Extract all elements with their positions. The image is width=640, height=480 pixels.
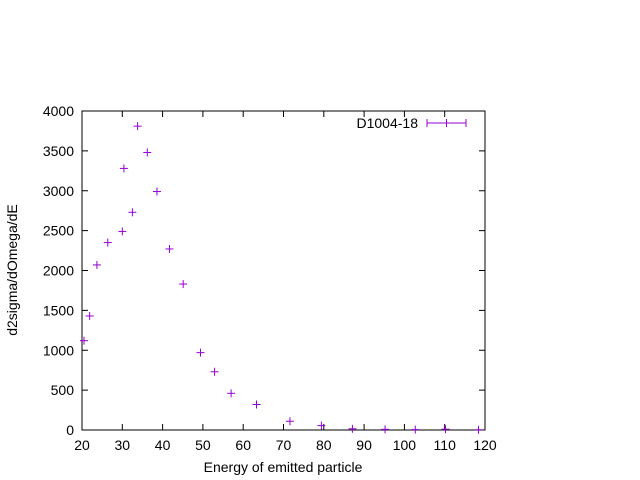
data-point — [179, 280, 188, 289]
x-tick-label: 30 — [115, 437, 131, 453]
y-axis: 0 500 1000 1500 2000 2500 3000 3500 4000 — [43, 103, 485, 438]
x-tick-label: 80 — [316, 437, 332, 453]
data-point — [119, 164, 128, 173]
data-point — [210, 367, 219, 376]
data-point — [118, 227, 127, 236]
data-point — [252, 400, 261, 409]
data-point — [152, 187, 161, 196]
data-point — [348, 424, 357, 433]
data-point — [285, 417, 294, 426]
data-point — [227, 389, 236, 398]
data-point — [165, 244, 174, 253]
data-point — [143, 148, 152, 157]
data-point — [133, 122, 142, 131]
data-point — [103, 238, 112, 247]
data-point — [85, 311, 94, 320]
data-point — [80, 336, 89, 345]
y-tick-label: 1000 — [43, 342, 74, 358]
x-tick-label: 110 — [434, 437, 457, 453]
legend: D1004-18 — [357, 115, 467, 131]
x-tick-label: 40 — [155, 437, 171, 453]
x-tick-label: 70 — [276, 437, 292, 453]
x-axis: 20 30 40 50 60 70 80 90 100 110 120 — [74, 111, 497, 453]
y-tick-label: 500 — [51, 382, 75, 398]
data-point — [381, 425, 390, 434]
y-tick-label: 3500 — [43, 143, 74, 159]
x-tick-label: 50 — [195, 437, 211, 453]
data-point — [92, 260, 101, 269]
y-tick-label: 2500 — [43, 223, 74, 239]
plot-frame — [81, 110, 486, 431]
x-tick-label: 20 — [74, 437, 90, 453]
x-tick-label: 120 — [473, 437, 497, 453]
y-tick-label: 2000 — [43, 263, 74, 279]
data-point — [411, 425, 420, 434]
y-tick-label: 3000 — [43, 183, 74, 199]
data-points — [80, 122, 483, 434]
data-point — [441, 425, 450, 434]
legend-symbol — [426, 119, 467, 127]
x-tick-label: 90 — [356, 437, 372, 453]
data-point — [128, 208, 137, 217]
data-point — [196, 348, 205, 357]
y-axis-label: d2sigma/dOmega/dE — [4, 204, 20, 336]
y-tick-label: 0 — [66, 422, 74, 438]
y-tick-label: 4000 — [43, 103, 74, 119]
data-point — [317, 421, 326, 430]
x-tick-label: 100 — [393, 437, 417, 453]
y-tick-label: 1500 — [43, 302, 74, 318]
x-tick-label: 60 — [235, 437, 251, 453]
legend-label: D1004-18 — [357, 115, 419, 131]
data-point — [474, 425, 483, 434]
x-axis-label: Energy of emitted particle — [204, 459, 363, 475]
